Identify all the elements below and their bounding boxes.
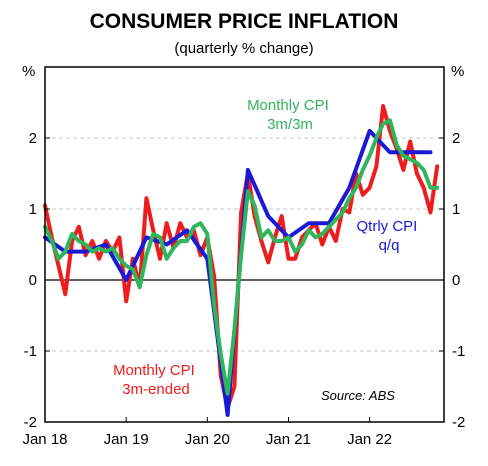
source-note: Source: ABS	[321, 388, 395, 403]
x-tick-label: Jan 21	[266, 431, 311, 448]
x-tick-label: Jan 20	[185, 431, 230, 448]
y-tick-label-left: 0	[29, 272, 37, 289]
x-tick-label: Jan 18	[22, 431, 67, 448]
x-tick-label: Jan 19	[104, 431, 149, 448]
chart-title: CONSUMER PRICE INFLATION	[89, 10, 399, 33]
y-unit-right: %	[451, 63, 464, 80]
axis-layer: -2 -2 -1 -1 0 0 1 1 2 2 Jan 18 Jan 19 Jan 20 Jan 21 Ja…	[22, 130, 465, 448]
x-tick-label: Jan 22	[347, 431, 392, 448]
y-tick-label-right: 0	[452, 272, 460, 289]
annotation-qtrly: Qtrly CPI q/q	[356, 218, 421, 254]
y-tick-label-right: 1	[452, 201, 460, 218]
y-tick-label-left: -1	[24, 343, 37, 360]
y-tick-label-left: 2	[29, 130, 37, 147]
y-tick-label-right: 2	[452, 130, 460, 147]
y-tick-label-left: 1	[29, 201, 37, 218]
y-tick-label-left: -2	[24, 414, 37, 431]
y-tick-label-right: -1	[452, 343, 465, 360]
plot-frame	[44, 66, 445, 423]
chart-subtitle: (quarterly % change)	[174, 40, 314, 57]
annotation-monthly-3m3m: Monthly CPI 3m/3m	[247, 97, 333, 133]
series-line-monthly-cpi-3m-3m	[43, 118, 440, 396]
y-unit-left: %	[22, 63, 35, 80]
series-layer	[43, 104, 440, 417]
annotation-monthly-3m-ended: Monthly CPI 3m-ended	[113, 362, 199, 398]
y-tick-label-right: -2	[452, 414, 465, 431]
